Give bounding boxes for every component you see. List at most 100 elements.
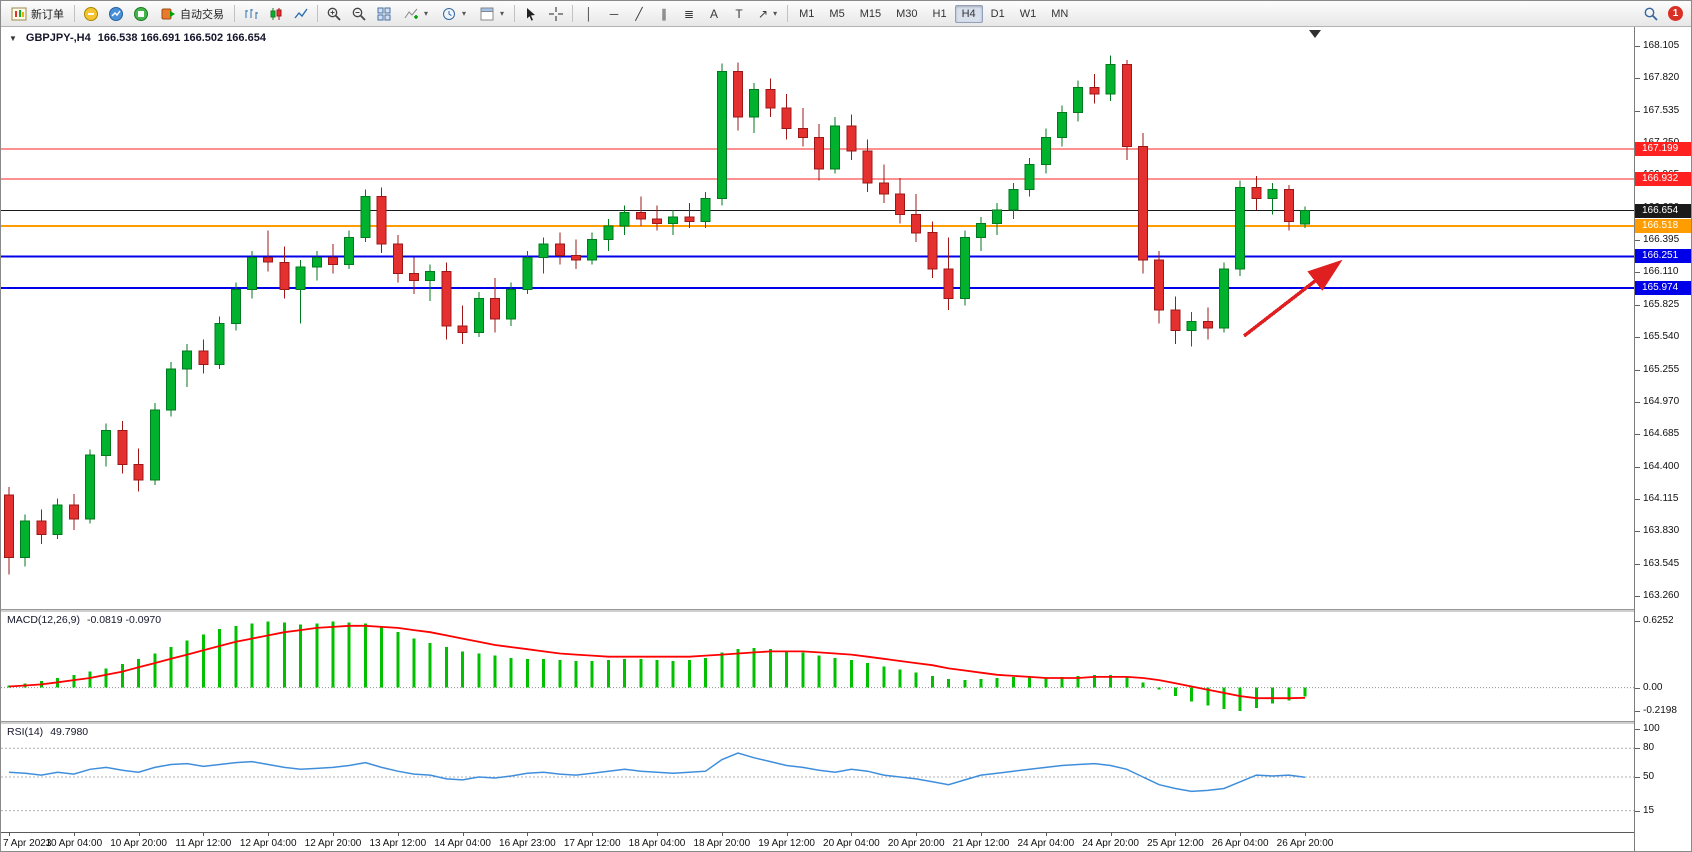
zoom-in-button[interactable]: [322, 3, 346, 25]
time-axis[interactable]: 7 Apr 2023 10 Apr 04:00 10 Apr 20:00 11 Apr…: [1, 832, 1637, 851]
time-tick: [851, 833, 853, 836]
timeframe-button-m15[interactable]: M15: [859, 7, 882, 20]
market-watch-button[interactable]: [104, 3, 128, 25]
rsi-pane-canvas[interactable]: [1, 723, 1637, 831]
price-tick: 163.545: [1634, 557, 1680, 569]
macd-scale-tick: -0.2198: [1635, 704, 1677, 716]
pane-splitter-rsi[interactable]: [1, 721, 1691, 724]
price-tick: 164.970: [1634, 395, 1680, 407]
bar-chart-type-button[interactable]: [239, 3, 263, 25]
price-tick: 163.830: [1634, 525, 1680, 537]
rsi-value: 49.7980: [50, 726, 89, 738]
market-watch-icon: [109, 6, 123, 21]
timeframe-button-m1[interactable]: M1: [799, 7, 815, 20]
time-label: 12 Apr 04:00: [239, 838, 297, 849]
time-tick: [527, 833, 529, 836]
time-tick: [268, 833, 270, 836]
pane-splitter-macd[interactable]: [1, 609, 1691, 612]
time-tick: [1175, 833, 1177, 836]
notification-badge[interactable]: 1: [1668, 6, 1683, 21]
price-tick: 167.535: [1634, 104, 1680, 116]
main-chart-canvas[interactable]: [1, 26, 1637, 609]
cursor-icon: [527, 7, 536, 21]
indicators-button[interactable]: ▾: [397, 3, 434, 25]
fibonacci-tool-button[interactable]: ≣: [677, 3, 701, 25]
channel-icon: ∥: [661, 6, 668, 21]
time-tick: [203, 833, 205, 836]
time-label: 19 Apr 12:00: [758, 838, 815, 849]
timeframe-button-m5[interactable]: M5: [829, 7, 845, 20]
time-label: 18 Apr 20:00: [693, 838, 751, 849]
timeframe-button-h1[interactable]: H1: [932, 7, 947, 20]
candlestick-type-icon: [270, 7, 282, 20]
clock-icon: [443, 7, 456, 20]
text-label-tool-button[interactable]: T: [727, 3, 751, 25]
time-tick: [721, 833, 723, 836]
trend-arrow-annotation[interactable]: [1242, 259, 1343, 338]
zoom-in-icon: [327, 7, 341, 21]
timeframe-button-h4[interactable]: H4: [954, 4, 983, 23]
autotrading-button[interactable]: 自动交易: [154, 3, 230, 25]
macd-name: MACD(12,26,9): [7, 614, 80, 626]
time-label: 24 Apr 04:00: [1017, 838, 1075, 849]
time-label: 7 Apr 2023: [3, 838, 52, 849]
periods-clock-button[interactable]: ▾: [435, 3, 472, 25]
time-tick: [462, 833, 464, 836]
time-label: 26 Apr 20:00: [1276, 838, 1334, 849]
data-window-button[interactable]: [129, 3, 153, 25]
time-tick: [333, 833, 334, 836]
vertical-line-tool-button[interactable]: │: [577, 3, 601, 25]
macd-pane-canvas[interactable]: [1, 611, 1637, 721]
templates-button[interactable]: ▾: [473, 3, 510, 25]
time-tick: [916, 833, 918, 836]
time-tick: [1110, 833, 1112, 836]
price-tick: 163.260: [1634, 590, 1680, 601]
data-window-icon: [134, 6, 148, 21]
chart-symbol-header: ▼ GBPJPY-,H4 166.538 166.691 166.502 166…: [9, 32, 266, 44]
price-level-badge: 166.518: [1635, 219, 1691, 234]
templates-icon: [480, 7, 494, 20]
candlestick-type-button[interactable]: [264, 3, 288, 25]
timeframe-button-d1[interactable]: D1: [990, 7, 1005, 20]
collapse-triangle-icon[interactable]: ▼: [9, 34, 17, 43]
price-level-badge: 166.654: [1635, 203, 1691, 218]
cursor-tool-button[interactable]: [519, 3, 543, 25]
chart-shift-marker[interactable]: [1309, 30, 1321, 38]
timeframe-button-mn[interactable]: MN: [1051, 7, 1069, 20]
time-label: 10 Apr 20:00: [110, 838, 167, 849]
price-tick: 164.685: [1634, 428, 1680, 440]
channel-tool-button[interactable]: ∥: [652, 3, 676, 25]
tile-windows-button[interactable]: [372, 3, 396, 25]
text-icon: A: [710, 6, 719, 21]
time-label: 16 Apr 23:00: [499, 838, 556, 849]
price-tick: 166.110: [1634, 266, 1679, 278]
chart-symbol: GBPJPY-,H4: [25, 32, 91, 44]
trendline-tool-button[interactable]: ╱: [627, 3, 651, 25]
indicators-icon: [404, 8, 418, 19]
new-order-button[interactable]: 新订单: [5, 3, 70, 25]
price-level-badge: 165.974: [1635, 280, 1691, 295]
arrows-tool-button[interactable]: ↗ ▾: [752, 3, 783, 25]
time-tick: [73, 833, 75, 836]
text-tool-button[interactable]: A: [702, 3, 726, 25]
horizontal-line-tool-button[interactable]: ─: [602, 3, 626, 25]
time-tick: [397, 833, 399, 836]
crosshair-tool-button[interactable]: [544, 3, 568, 25]
search-button[interactable]: [1639, 3, 1663, 25]
search-icon: [1644, 7, 1658, 21]
price-axis[interactable]: 168.105167.820167.535167.250166.965166.6…: [1634, 26, 1691, 851]
charts-button[interactable]: [79, 3, 103, 25]
price-tick: 168.105: [1634, 40, 1680, 51]
timeframe-button-m30[interactable]: M30: [896, 7, 918, 20]
toolbar-separator: [74, 5, 75, 22]
time-tick: [138, 833, 140, 836]
time-tick: [981, 833, 982, 836]
zoom-out-button[interactable]: [347, 3, 371, 25]
autotrading-icon: [161, 8, 175, 19]
bar-chart-type-icon: [245, 8, 258, 19]
timeframe-group: M1 M5 M15 M30 H1 H4 D1 W1 MN: [792, 4, 1075, 23]
chevron-down-icon: ▾: [424, 9, 429, 18]
line-chart-type-button[interactable]: [289, 3, 313, 25]
timeframe-button-w1[interactable]: W1: [1019, 7, 1037, 20]
